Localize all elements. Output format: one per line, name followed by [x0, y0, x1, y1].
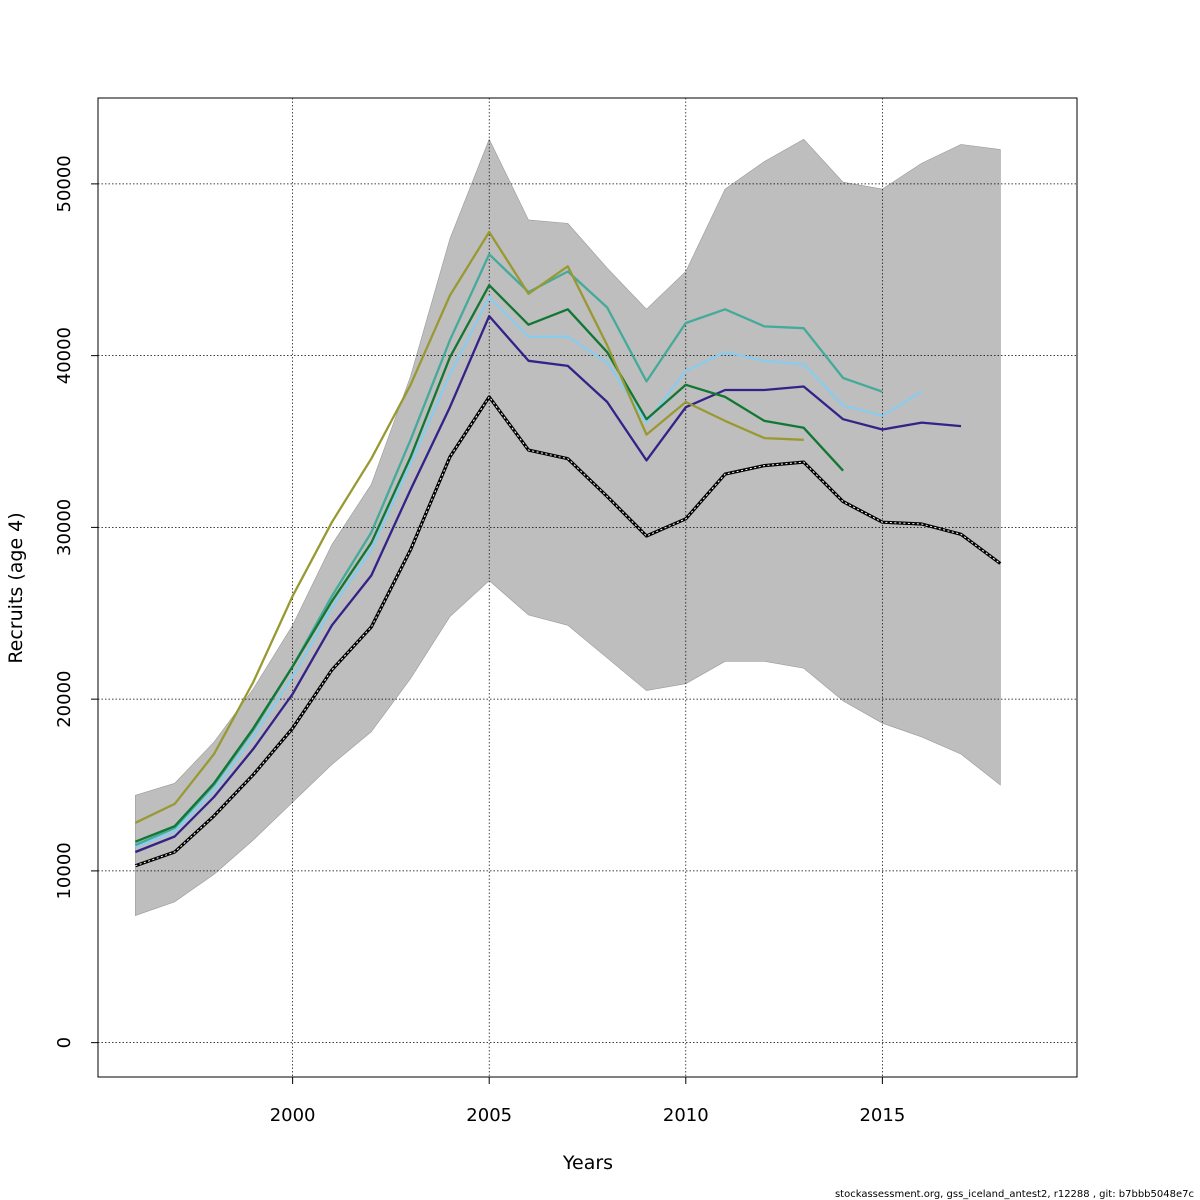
- series-line-4: [134, 284, 844, 843]
- y-tick-label: 30000: [54, 499, 75, 556]
- series-line-5: [134, 230, 804, 824]
- series-lines: [134, 230, 1002, 868]
- grid: [98, 98, 1077, 1077]
- x-tick-label: 2015: [859, 1105, 905, 1126]
- series-line-1: [134, 314, 962, 854]
- x-tick-label: 2000: [270, 1105, 316, 1126]
- y-tick-label: 50000: [54, 155, 75, 212]
- y-tick-label: 40000: [54, 327, 75, 384]
- series-line-0: [135, 396, 1001, 867]
- series-line-2: [134, 296, 923, 848]
- x-axis-title: Years: [562, 1152, 613, 1174]
- y-tick-label: 0: [54, 1037, 75, 1048]
- y-tick-label: 10000: [54, 842, 75, 899]
- y-tick-label: 20000: [54, 671, 75, 728]
- x-tick-label: 2005: [466, 1105, 512, 1126]
- footer-note: stockassessment.org, gss_iceland_antest2…: [835, 1189, 1194, 1200]
- plot-frame: [97, 97, 1078, 1078]
- axes: 2000 2005 2010 2015 0 10000 20000 30000 40000 500…: [54, 155, 905, 1126]
- y-axis-title: Recruits (age 4): [5, 512, 27, 663]
- x-tick-label: 2010: [663, 1105, 709, 1126]
